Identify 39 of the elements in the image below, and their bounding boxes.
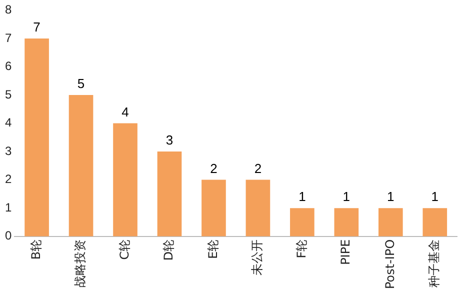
data-label: 2	[210, 160, 218, 176]
x-tick-label: F轮	[294, 239, 308, 258]
data-label: 3	[166, 132, 174, 148]
data-label: 1	[342, 189, 350, 204]
data-label: 1	[298, 189, 306, 204]
x-tick-label: Post-IPO	[382, 239, 397, 290]
bar	[157, 152, 182, 236]
bar	[378, 208, 403, 236]
data-label: 4	[122, 104, 129, 120]
bar	[246, 180, 270, 236]
x-tick-label: 战略投资	[73, 239, 88, 288]
x-tick-label: PIPE	[338, 239, 353, 265]
y-tick-label: 3	[4, 144, 12, 158]
bar	[290, 208, 314, 236]
x-tick-label: 种子基金	[427, 239, 442, 288]
x-tick-label: C轮	[117, 239, 132, 260]
y-tick-label: 6	[4, 59, 12, 74]
y-tick-label: 0	[4, 228, 12, 243]
bar	[113, 123, 138, 236]
y-tick-label: 5	[4, 87, 12, 102]
data-label: 1	[431, 189, 438, 204]
x-tick-label: 未公开	[250, 239, 264, 276]
y-tick-label: 7	[4, 30, 12, 45]
x-tick-label: D轮	[162, 239, 176, 261]
bar	[202, 180, 226, 236]
x-tick-label: E轮	[206, 239, 220, 259]
y-tick-label: 8	[4, 2, 12, 17]
y-tick-label: 2	[4, 172, 12, 186]
data-label: 2	[254, 160, 262, 176]
bar	[68, 95, 94, 236]
y-tick-label: 4	[4, 116, 12, 130]
bar	[334, 208, 359, 236]
data-label: 5	[77, 76, 85, 92]
data-label: 1	[387, 189, 394, 204]
bar	[24, 38, 49, 236]
x-tick-label: B轮	[28, 239, 43, 260]
data-label: 7	[33, 20, 40, 35]
y-tick-label: 1	[4, 200, 12, 214]
bar	[422, 208, 448, 236]
